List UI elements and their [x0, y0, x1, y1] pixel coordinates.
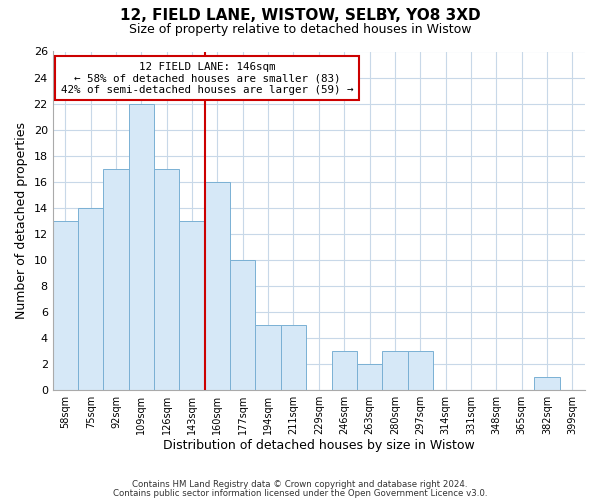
Bar	[129, 104, 154, 390]
Text: 12, FIELD LANE, WISTOW, SELBY, YO8 3XD: 12, FIELD LANE, WISTOW, SELBY, YO8 3XD	[119, 8, 481, 22]
X-axis label: Distribution of detached houses by size in Wistow: Distribution of detached houses by size …	[163, 440, 475, 452]
Bar	[78, 208, 103, 390]
Bar	[179, 220, 205, 390]
Text: Size of property relative to detached houses in Wistow: Size of property relative to detached ho…	[129, 22, 471, 36]
Bar	[357, 364, 382, 390]
Bar	[332, 350, 357, 390]
Bar	[281, 324, 306, 390]
Text: 12 FIELD LANE: 146sqm
← 58% of detached houses are smaller (83)
42% of semi-deta: 12 FIELD LANE: 146sqm ← 58% of detached …	[61, 62, 353, 95]
Bar	[154, 168, 179, 390]
Bar	[382, 350, 407, 390]
Bar	[230, 260, 256, 390]
Bar	[103, 168, 129, 390]
Bar	[535, 376, 560, 390]
Y-axis label: Number of detached properties: Number of detached properties	[15, 122, 28, 319]
Bar	[53, 220, 78, 390]
Bar	[205, 182, 230, 390]
Text: Contains public sector information licensed under the Open Government Licence v3: Contains public sector information licen…	[113, 488, 487, 498]
Bar	[256, 324, 281, 390]
Bar	[407, 350, 433, 390]
Text: Contains HM Land Registry data © Crown copyright and database right 2024.: Contains HM Land Registry data © Crown c…	[132, 480, 468, 489]
